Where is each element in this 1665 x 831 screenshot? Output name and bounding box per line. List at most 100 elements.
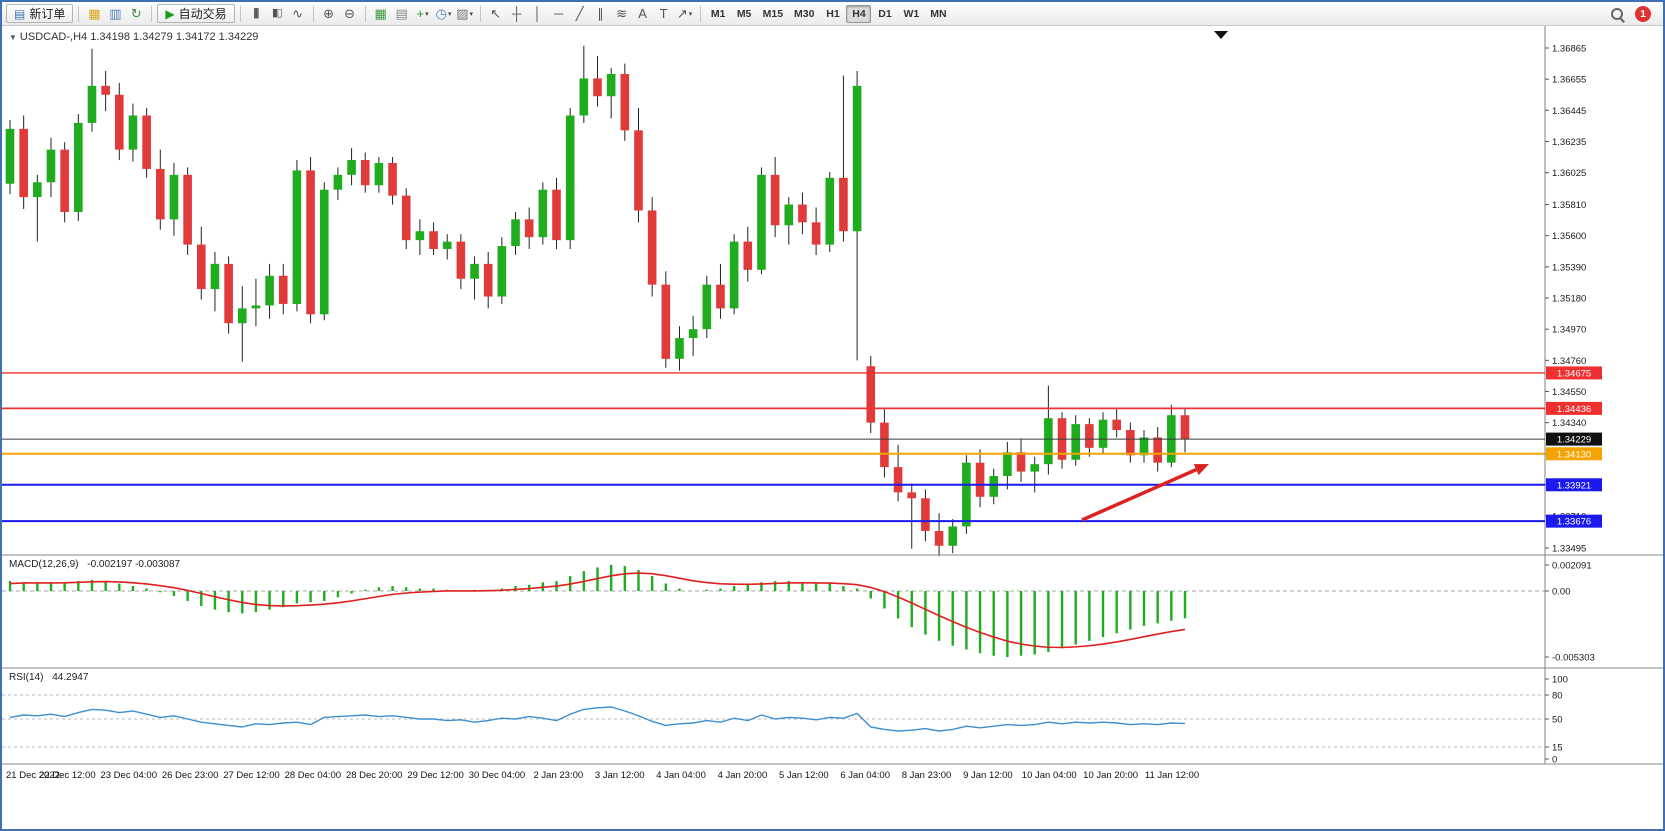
candle — [224, 256, 233, 334]
search-icon[interactable] — [1607, 4, 1627, 23]
hline-1.34675[interactable]: 1.34675 — [2, 366, 1602, 380]
templates-icon[interactable]: ▨ ▾ — [455, 4, 475, 23]
indicators-icon-glyph: + — [416, 6, 425, 21]
arrows-icon[interactable]: ↗ ▾ — [675, 4, 695, 23]
zoom-out-icon-glyph: ⊖ — [344, 6, 356, 21]
trendline-icon[interactable]: ╱ — [570, 4, 590, 23]
candle — [688, 315, 698, 356]
candle — [237, 286, 247, 362]
notification-badge[interactable]: 1 — [1635, 5, 1651, 22]
tile-windows-icon[interactable]: ▦ — [371, 4, 391, 23]
candle — [1126, 422, 1135, 463]
timeframe-m5[interactable]: M5 — [732, 5, 757, 23]
timeframe-m15[interactable]: M15 — [758, 5, 788, 23]
hline-1.33676[interactable]: 1.33676 — [2, 514, 1602, 528]
scroll-to-end-icon[interactable] — [1214, 31, 1228, 39]
hline-1.34130[interactable]: 1.34130 — [2, 447, 1602, 461]
auto-trading-button-label: 自动交易 — [178, 7, 227, 21]
label-icon[interactable]: T — [654, 4, 674, 23]
toolbar-separator — [151, 5, 153, 22]
candle — [347, 148, 356, 186]
refresh-icon-glyph: ↻ — [130, 6, 142, 21]
cascade-windows-icon[interactable]: ▤ — [392, 4, 412, 23]
candle — [1071, 415, 1080, 466]
hline-1.33921[interactable]: 1.33921 — [2, 478, 1602, 492]
timeframe-h4[interactable]: H4 — [846, 4, 872, 23]
fibonacci-icon[interactable]: ≋ — [612, 4, 632, 23]
candle — [743, 226, 753, 282]
profiles-icon[interactable]: ▦ — [84, 4, 104, 23]
svg-text:10 Jan 20:00: 10 Jan 20:00 — [1083, 770, 1138, 781]
candle — [811, 207, 821, 255]
text-icon-glyph: A — [638, 6, 647, 21]
bar-chart-icon[interactable]: ||| — [246, 4, 266, 23]
symbol-dropdown-icon[interactable]: ▼ — [9, 32, 17, 42]
candlestick-chart-icon[interactable]: ▮▯ — [267, 4, 287, 23]
price-axis[interactable]: 1.36865 1.36655 1.36445 1.36235 1.36025 1.358… — [1544, 26, 1586, 764]
vertical-line-icon[interactable]: │ — [528, 4, 548, 23]
candle — [265, 263, 274, 319]
timeframe-m1[interactable]: M1 — [706, 5, 731, 23]
macd-indicator-label[interactable]: MACD(12,26,9) -0.002197 -0.003087 — [9, 559, 180, 570]
timeframe-w1[interactable]: W1 — [898, 5, 924, 23]
candle — [675, 326, 684, 371]
candle — [46, 137, 56, 198]
cascade-windows-icon-glyph: ▤ — [395, 6, 408, 21]
hline-1.34436[interactable]: 1.34436 — [2, 401, 1602, 415]
trend-arrow[interactable] — [1081, 464, 1209, 522]
text-icon[interactable]: A — [633, 4, 653, 23]
cursor-icon[interactable]: ↖ — [486, 4, 506, 23]
toolbar-separator — [364, 5, 366, 22]
periods-icon[interactable]: ◷ ▾ — [434, 4, 454, 23]
svg-text:23 Dec 04:00: 23 Dec 04:00 — [100, 770, 157, 781]
svg-text:1.33921: 1.33921 — [1557, 480, 1591, 491]
toolbar-separator — [699, 5, 701, 22]
candle — [183, 167, 192, 255]
svg-text:1.36445: 1.36445 — [1552, 106, 1586, 117]
zoom-in-icon[interactable]: ⊕ — [319, 4, 339, 23]
line-chart-icon[interactable]: ∿ — [288, 4, 308, 23]
candle — [1180, 409, 1190, 453]
timeframe-mn[interactable]: MN — [925, 5, 951, 23]
svg-text:27 Dec 12:00: 27 Dec 12:00 — [223, 770, 280, 781]
candle — [442, 234, 452, 260]
order-group: ▤ 新订单 — [6, 4, 74, 23]
channel-icon[interactable]: ∥ — [591, 4, 611, 23]
auto-trading-button[interactable]: ▶ 自动交易 — [157, 4, 235, 23]
crosshair-icon[interactable]: ┼ — [507, 4, 527, 23]
horizontal-lines[interactable]: 1.34675 1.34436 1.34229 1.34130 1.33921 1.336… — [2, 366, 1602, 528]
indicators-icon[interactable]: + ▾ — [413, 4, 433, 23]
candle — [702, 275, 712, 339]
zoom-out-icon[interactable]: ⊖ — [340, 4, 360, 23]
charts-window-icon[interactable]: ▥ — [105, 4, 125, 23]
candle — [989, 468, 999, 505]
candle — [74, 114, 83, 221]
horizontal-line-icon[interactable]: ─ — [549, 4, 569, 23]
candlestick-chart-icon-glyph: ▮▯ — [272, 7, 283, 19]
rsi-indicator-label[interactable]: RSI(14) 44.2947 — [9, 672, 88, 683]
svg-text:1.35600: 1.35600 — [1552, 231, 1586, 242]
candle — [483, 252, 493, 309]
macd-name: MACD(12,26,9) — [9, 559, 79, 570]
svg-text:100: 100 — [1552, 675, 1568, 686]
svg-text:1.34130: 1.34130 — [1557, 449, 1591, 460]
candle — [975, 449, 985, 508]
timeframe-m30[interactable]: M30 — [789, 5, 819, 23]
profiles-icon-glyph: ▦ — [88, 6, 101, 21]
timeframe-d1[interactable]: D1 — [872, 5, 897, 23]
svg-text:1.36025: 1.36025 — [1552, 168, 1586, 179]
chart-canvas[interactable]: 1.36865 1.36655 1.36445 1.36235 1.36025 1.358… — [2, 26, 1663, 829]
svg-text:1.36865: 1.36865 — [1552, 44, 1586, 55]
svg-text:1.33495: 1.33495 — [1552, 544, 1586, 555]
toolbar-separator — [479, 5, 481, 22]
timeframe-group: M1 M5 M15 M30 H1 H4 D1 W1 MN — [706, 4, 952, 23]
candle — [360, 152, 370, 193]
new-order-button[interactable]: ▤ 新订单 — [6, 4, 74, 23]
refresh-icon[interactable]: ↻ — [126, 4, 146, 23]
chart-title-row: ▼ USDCAD-,H4 1.34198 1.34279 1.34172 1.3… — [9, 31, 258, 43]
svg-text:15: 15 — [1552, 743, 1563, 754]
auto-trading-button-icon: ▶ — [165, 6, 175, 21]
timeframe-h1[interactable]: H1 — [820, 5, 845, 23]
hline-1.34229[interactable]: 1.34229 — [2, 432, 1602, 446]
